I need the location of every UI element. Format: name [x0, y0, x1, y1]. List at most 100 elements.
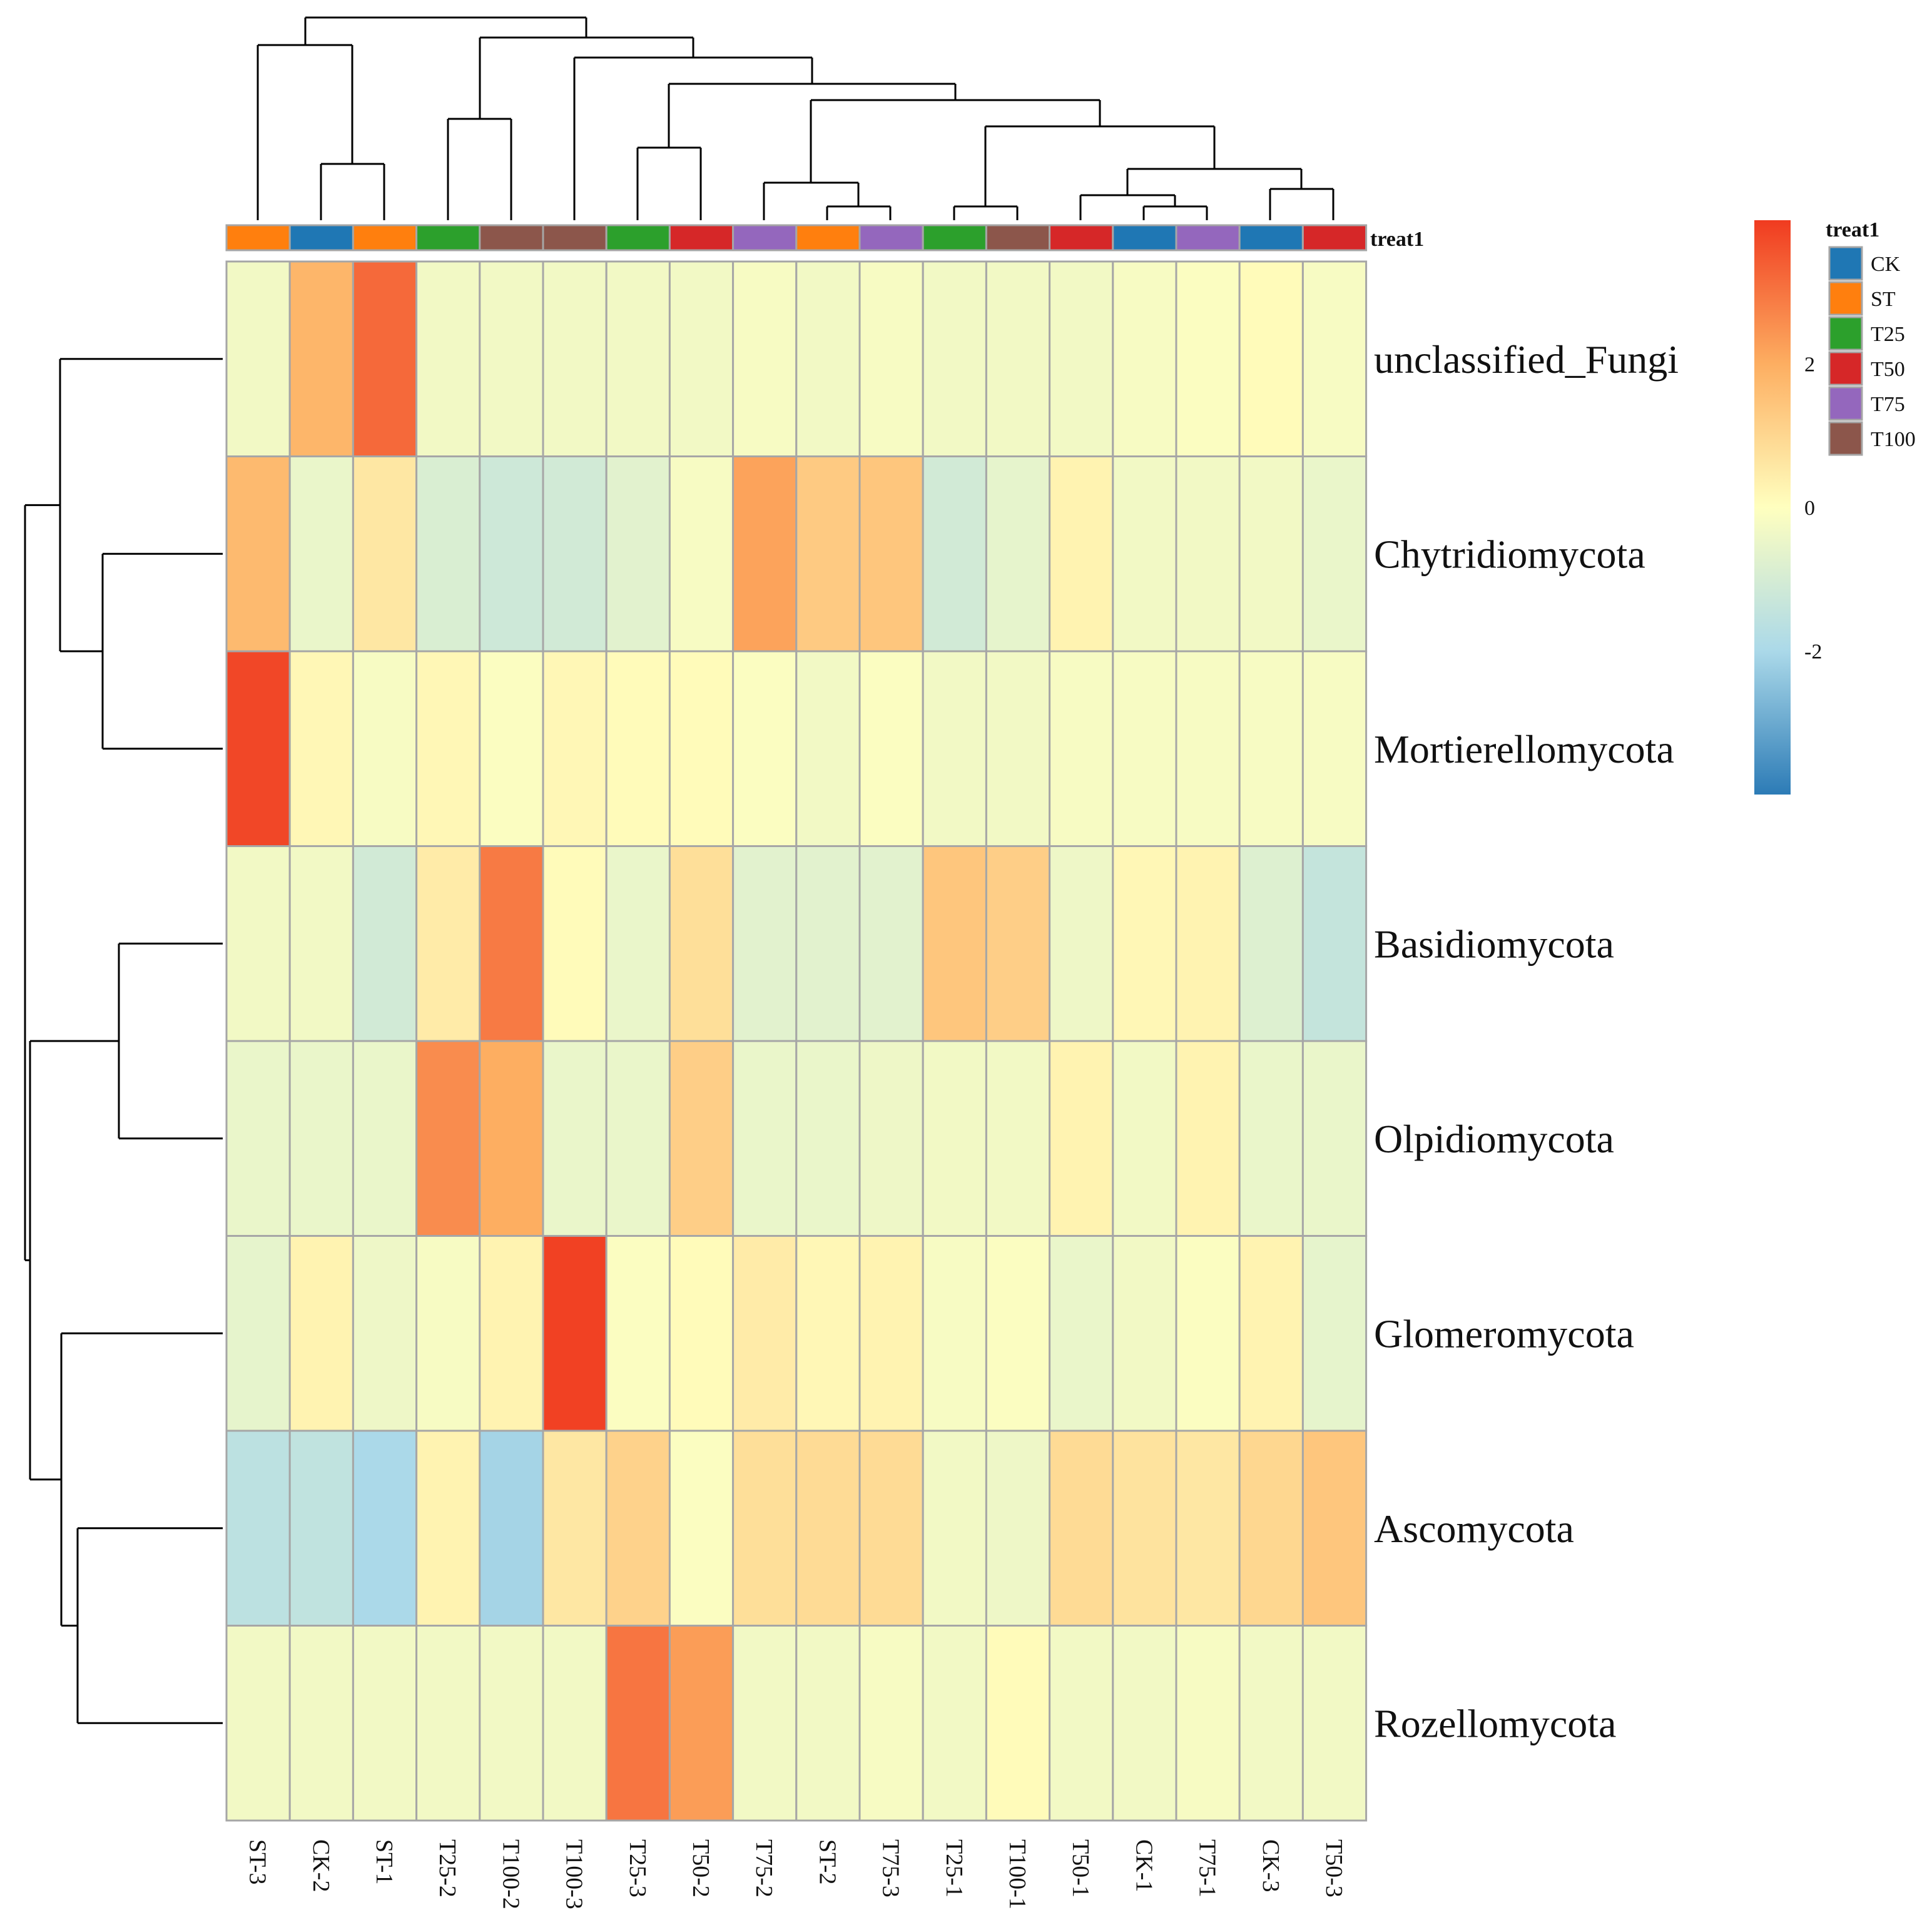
- heatmap-cell: [922, 1235, 987, 1432]
- heatmap-cell: [732, 1625, 798, 1822]
- heatmap-cell: [1238, 455, 1304, 653]
- heatmap-cell: [858, 845, 924, 1042]
- heatmap-cell: [668, 260, 735, 457]
- heatmap-cell: [542, 845, 608, 1042]
- heatmap-cell: [542, 455, 608, 653]
- column-label: T100-1: [1004, 1839, 1030, 1909]
- heatmap-cell: [668, 1235, 735, 1432]
- heatmap-cell: [858, 1040, 924, 1237]
- heatmap-cell: [668, 1430, 735, 1627]
- heatmap-cell: [732, 1430, 798, 1627]
- heatmap-cell: [1301, 1625, 1368, 1822]
- heatmap-cell: [352, 1625, 418, 1822]
- heatmap-cell: [1175, 845, 1241, 1042]
- heatmap-cell: [1175, 455, 1241, 653]
- heatmap-cell: [922, 650, 987, 847]
- heatmap-cell: [795, 650, 861, 847]
- heatmap-cell: [668, 1040, 735, 1237]
- heatmap-cell: [1049, 260, 1114, 457]
- heatmap-cell: [1175, 1430, 1241, 1627]
- heatmap-cell: [1301, 455, 1368, 653]
- heatmap-cell: [1175, 650, 1241, 847]
- row-label: Chytridiomycota: [1374, 532, 1645, 576]
- annotation-cell: [732, 224, 798, 251]
- heatmap-cell: [795, 845, 861, 1042]
- heatmap-cell: [479, 455, 544, 653]
- heatmap-cell: [1049, 1235, 1114, 1432]
- annotation-cell: [352, 224, 418, 251]
- legend-label: CK: [1871, 253, 1901, 276]
- heatmap-cell: [605, 1430, 671, 1627]
- heatmap-cell: [288, 1625, 354, 1822]
- heatmap-cell: [288, 1040, 354, 1237]
- heatmap-cell: [1301, 260, 1368, 457]
- heatmap-cell: [1301, 845, 1368, 1042]
- heatmap-cell: [479, 1040, 544, 1237]
- row-label: Olpidiomycota: [1374, 1117, 1614, 1161]
- annotation-cell: [1301, 224, 1368, 251]
- heatmap-cell: [668, 845, 735, 1042]
- heatmap-cell: [605, 845, 671, 1042]
- heatmap-cell: [479, 845, 544, 1042]
- color-scale-legend: 2 0 -2: [1754, 220, 1822, 795]
- column-label: T50-3: [1321, 1839, 1347, 1897]
- heatmap-cell: [352, 1040, 418, 1237]
- heatmap-cell: [858, 650, 924, 847]
- annotation-cell: [858, 224, 924, 251]
- heatmap-cell: [225, 1040, 291, 1237]
- heatmap-cell: [479, 1430, 544, 1627]
- heatmap-cell: [1112, 1235, 1177, 1432]
- heatmap-cell: [352, 260, 418, 457]
- heatmap-cell: [605, 1625, 671, 1822]
- heatmap-cell: [542, 650, 608, 847]
- heatmap-cell: [795, 1430, 861, 1627]
- annotation-cell: [922, 224, 987, 251]
- heatmap-cell: [352, 845, 418, 1042]
- legend-swatch: [1828, 281, 1863, 316]
- heatmap-cell: [922, 845, 987, 1042]
- column-label: T50-2: [688, 1839, 714, 1897]
- heatmap-cell: [1238, 1040, 1304, 1237]
- heatmap-cell: [1175, 1625, 1241, 1822]
- heatmap-cell: [985, 845, 1051, 1042]
- column-labels: ST-3 CK-2 ST-1 T25-2 T100-2 T100-3 T25-3 T50-2 T…: [245, 1839, 1347, 1909]
- heatmap-cell: [288, 650, 354, 847]
- heatmap-cell: [1238, 650, 1304, 847]
- heatmap-cell: [1112, 1430, 1177, 1627]
- heatmap-cell: [288, 260, 354, 457]
- treat1-annotation-bar: [225, 224, 1368, 251]
- heatmap-cell: [415, 1430, 481, 1627]
- legend-label: ST: [1871, 288, 1896, 311]
- heatmap-cell: [795, 1625, 861, 1822]
- column-label: T75-2: [751, 1839, 777, 1897]
- legend-label: T75: [1871, 393, 1905, 416]
- heatmap-cell: [922, 1430, 987, 1627]
- heatmap-cell: [1301, 650, 1368, 847]
- heatmap-cell: [542, 1625, 608, 1822]
- annotation-cell: [288, 224, 354, 251]
- legend-title: treat1: [1826, 218, 1879, 241]
- legend-label: T100: [1871, 428, 1916, 451]
- heatmap-cell: [542, 1235, 608, 1432]
- column-label: CK-1: [1131, 1839, 1157, 1892]
- annotation-cell: [415, 224, 481, 251]
- heatmap-cell: [605, 455, 671, 653]
- heatmap-cell: [922, 1040, 987, 1237]
- color-scale-tick: 2: [1804, 353, 1815, 377]
- heatmap-cell: [225, 1430, 291, 1627]
- heatmap-cell: [1238, 1235, 1304, 1432]
- heatmap-cell: [922, 455, 987, 653]
- heatmap-cell: [1112, 1625, 1177, 1822]
- heatmap-cell: [352, 455, 418, 653]
- column-label: T100-2: [497, 1839, 524, 1909]
- column-dendrogram: [257, 16, 1335, 220]
- column-label: T75-3: [878, 1839, 904, 1897]
- heatmap-cell: [1049, 845, 1114, 1042]
- heatmap-cell: [225, 1235, 291, 1432]
- annotation-cell: [225, 224, 291, 251]
- heatmap-cell: [1175, 1235, 1241, 1432]
- column-label: ST-1: [371, 1839, 397, 1885]
- column-label: T100-3: [561, 1839, 587, 1909]
- color-scale-tick: 0: [1804, 497, 1815, 520]
